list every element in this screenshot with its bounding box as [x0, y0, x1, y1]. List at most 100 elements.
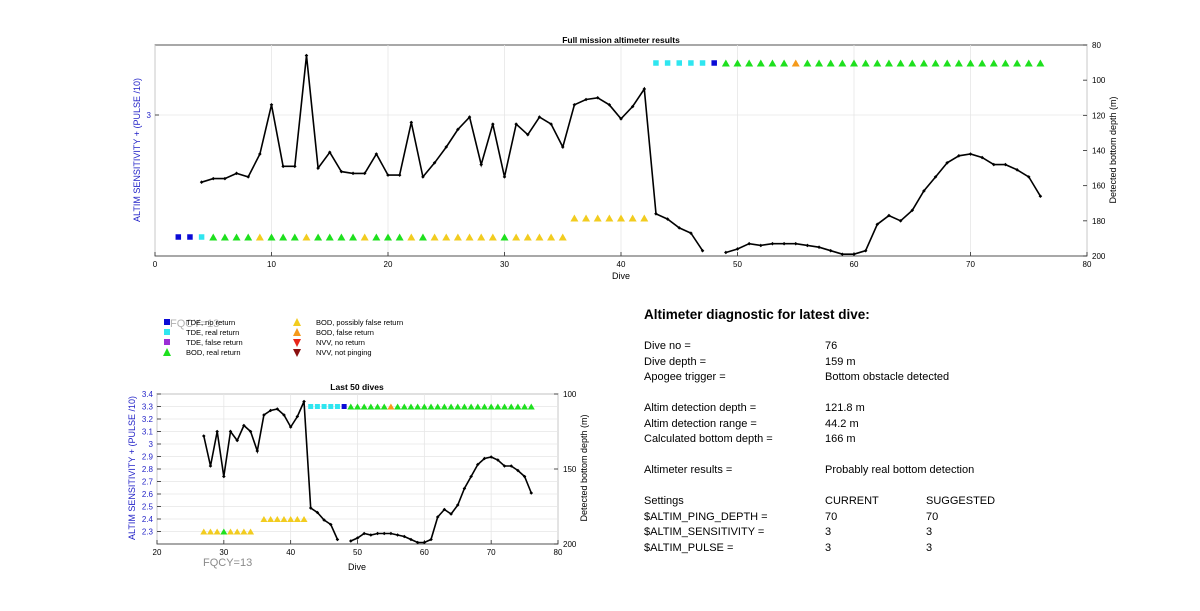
depth-point	[275, 407, 280, 411]
marker-bod-real-return	[407, 403, 415, 410]
marker-bod-possibly-false-return	[200, 528, 208, 535]
diag-value: Bottom obstacle detected	[825, 371, 950, 383]
x-tick-label: 70	[966, 260, 975, 269]
marker-bod-real-return	[487, 403, 495, 410]
depth-point	[735, 247, 740, 251]
depth-point	[724, 250, 728, 255]
y-left-tick-label: 2.4	[142, 515, 154, 524]
legend-label: TDE, real return	[186, 328, 240, 337]
marker-bod-real-return	[745, 59, 754, 67]
depth-point	[322, 518, 326, 522]
diag-value: Probably real bottom detection	[825, 464, 975, 476]
fqcy-ghost-text: FQCY=13	[170, 318, 220, 330]
y-right-tick-label: 140	[1092, 147, 1106, 156]
depth-point	[875, 222, 880, 227]
legend-label: BOD, possibly false return	[316, 318, 404, 327]
chart2-ylabel-left: ALTIM SENSITIVITY + (PULSE /10)	[127, 396, 137, 540]
depth-point	[980, 155, 984, 160]
depth-point	[747, 241, 751, 246]
y-left-tick-label: 2.7	[142, 478, 154, 487]
depth-series-line	[725, 153, 1042, 255]
marker-bod-real-return	[360, 403, 368, 410]
depth-point	[235, 438, 239, 443]
depth-point	[595, 95, 600, 100]
legend-item-bod-real-return: BOD, real return	[160, 348, 241, 357]
marker-bod-real-return	[420, 403, 428, 410]
marker-bod-possibly-false-return	[453, 233, 462, 241]
depth-point	[509, 464, 514, 468]
marker-bod-real-return	[494, 403, 502, 410]
depth-point	[375, 531, 380, 536]
diag-key: $ALTIM_PING_DEPTH =	[644, 510, 768, 523]
depth-point	[607, 102, 612, 107]
marker-bod-real-return	[454, 403, 462, 410]
y-left-tick-label: 2.9	[142, 453, 154, 462]
y-right-tick-label: 180	[1092, 217, 1106, 226]
marker-bod-real-return	[919, 59, 928, 67]
marker-tde-real-return	[314, 404, 320, 409]
marker-bod-real-return	[374, 403, 382, 410]
diag-row-detection-range: Altim detection range = 44.2 m	[644, 418, 1184, 432]
depth-point	[432, 161, 437, 165]
legend-label: NVV, not pinging	[316, 348, 372, 357]
depth-point	[922, 189, 926, 193]
depth-point	[992, 162, 996, 167]
y-right-tick-label: 200	[563, 540, 577, 549]
depth-point	[382, 531, 387, 536]
depth-point	[852, 252, 856, 257]
depth-point	[246, 175, 250, 179]
depth-point	[793, 241, 798, 246]
depth-point	[395, 533, 400, 537]
diag-row-pulse: $ALTIM_PULSE = 3 3	[644, 542, 1184, 556]
diag-key: $ALTIM_PULSE =	[644, 541, 734, 554]
depth-point	[502, 464, 507, 468]
diag-value-current: 70	[825, 510, 838, 523]
depth-point	[421, 175, 425, 179]
marker-bod-real-return	[220, 528, 228, 535]
marker-bod-real-return	[768, 59, 777, 67]
depth-point	[782, 241, 786, 246]
marker-bod-possibly-false-return	[628, 214, 637, 222]
x-tick-label: 80	[1083, 260, 1092, 269]
marker-bod-real-return	[756, 59, 765, 67]
marker-bod-real-return	[521, 403, 529, 410]
depth-point	[957, 153, 961, 158]
depth-point	[268, 408, 273, 413]
depth-point	[362, 531, 366, 536]
marker-bod-real-return	[460, 403, 468, 410]
depth-point	[817, 245, 821, 250]
marker-bod-real-return	[474, 403, 482, 410]
depth-point	[840, 252, 845, 257]
marker-bod-real-return	[1036, 59, 1045, 67]
marker-tde-real-return	[321, 404, 327, 409]
depth-point	[514, 122, 518, 126]
marker-bod-real-return	[290, 233, 299, 241]
marker-bod-real-return	[414, 403, 422, 410]
diag-row-dive-no: Dive no = 76	[644, 340, 1184, 354]
marker-bod-possibly-false-return	[570, 214, 579, 222]
marker-bod-real-return	[500, 233, 509, 241]
y-left-tick-label: 3.2	[142, 415, 154, 424]
marker-bod-possibly-false-return	[302, 233, 311, 241]
marker-bod-real-return	[384, 233, 392, 241]
diag-row-settings-header: Settings CURRENT SUGGESTED	[644, 495, 1184, 509]
depth-point	[828, 248, 833, 253]
legend-label: TDE, false return	[186, 338, 243, 347]
diag-key: Dive no =	[644, 340, 691, 352]
fqcy-label: FQCY=13	[203, 557, 253, 569]
diag-value: 76	[825, 340, 838, 352]
depth-point	[258, 152, 262, 156]
depth-point	[619, 117, 623, 121]
marker-bod-possibly-false-return	[206, 528, 214, 535]
legend-label: BOD, false return	[316, 328, 374, 337]
marker-bod-real-return	[989, 59, 998, 67]
y-left-tick-label: 3.3	[142, 403, 154, 412]
diagnostic-title: Altimeter diagnostic for latest dive:	[644, 307, 870, 322]
depth-point	[295, 414, 300, 419]
marker-bod-real-return	[1013, 59, 1022, 67]
marker-bod-possibly-false-return	[255, 233, 264, 241]
marker-bod-real-return	[943, 59, 952, 67]
marker-bod-real-return	[447, 403, 455, 410]
depth-point	[315, 510, 320, 515]
